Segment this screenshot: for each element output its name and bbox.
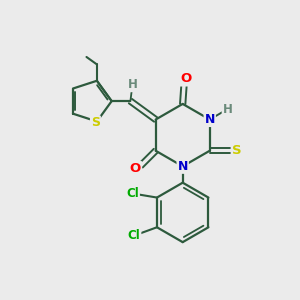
Text: H: H [128, 78, 137, 91]
Text: Cl: Cl [126, 187, 139, 200]
Text: N: N [178, 160, 188, 173]
Text: O: O [180, 73, 191, 85]
Text: Cl: Cl [128, 229, 140, 242]
Text: H: H [223, 103, 232, 116]
Text: S: S [232, 144, 241, 157]
Text: S: S [91, 116, 100, 129]
Text: O: O [130, 162, 141, 175]
Text: N: N [205, 113, 215, 126]
